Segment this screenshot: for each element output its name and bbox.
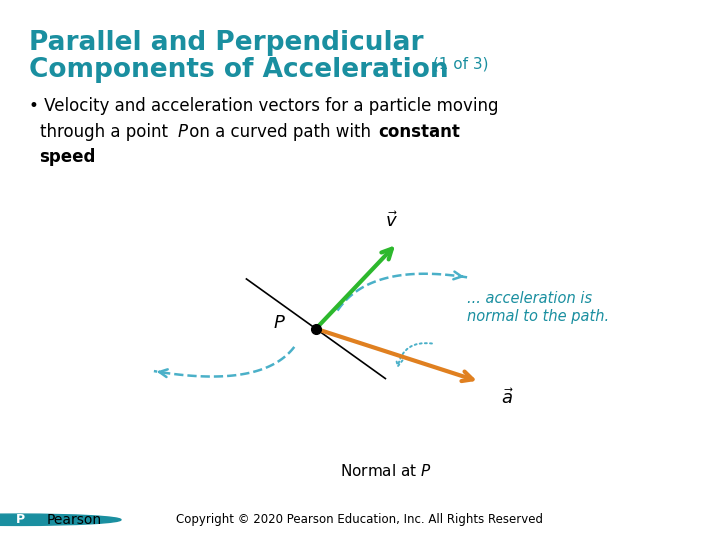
Text: (1 of 3): (1 of 3) — [428, 57, 489, 72]
Text: $P$: $P$ — [274, 314, 287, 332]
Text: speed: speed — [40, 148, 96, 166]
Text: • Velocity and acceleration vectors for a particle moving: • Velocity and acceleration vectors for … — [29, 97, 498, 115]
Circle shape — [0, 514, 121, 525]
Text: $\vec{a}$: $\vec{a}$ — [501, 388, 514, 408]
Text: on a curved path with: on a curved path with — [184, 123, 376, 140]
Text: Copyright © 2020 Pearson Education, Inc. All Rights Reserved: Copyright © 2020 Pearson Education, Inc.… — [176, 513, 544, 526]
Text: Pearson: Pearson — [47, 513, 102, 526]
Text: P: P — [177, 123, 187, 140]
Text: $\vec{v}$: $\vec{v}$ — [385, 211, 398, 231]
Text: Components of Acceleration: Components of Acceleration — [29, 57, 449, 83]
Text: constant: constant — [378, 123, 460, 140]
Text: Parallel and Perpendicular: Parallel and Perpendicular — [29, 30, 423, 56]
Text: P: P — [16, 513, 24, 526]
Text: ... acceleration is
normal to the path.: ... acceleration is normal to the path. — [467, 292, 609, 324]
Text: through a point: through a point — [40, 123, 173, 140]
Text: Normal at $P$: Normal at $P$ — [341, 463, 432, 479]
